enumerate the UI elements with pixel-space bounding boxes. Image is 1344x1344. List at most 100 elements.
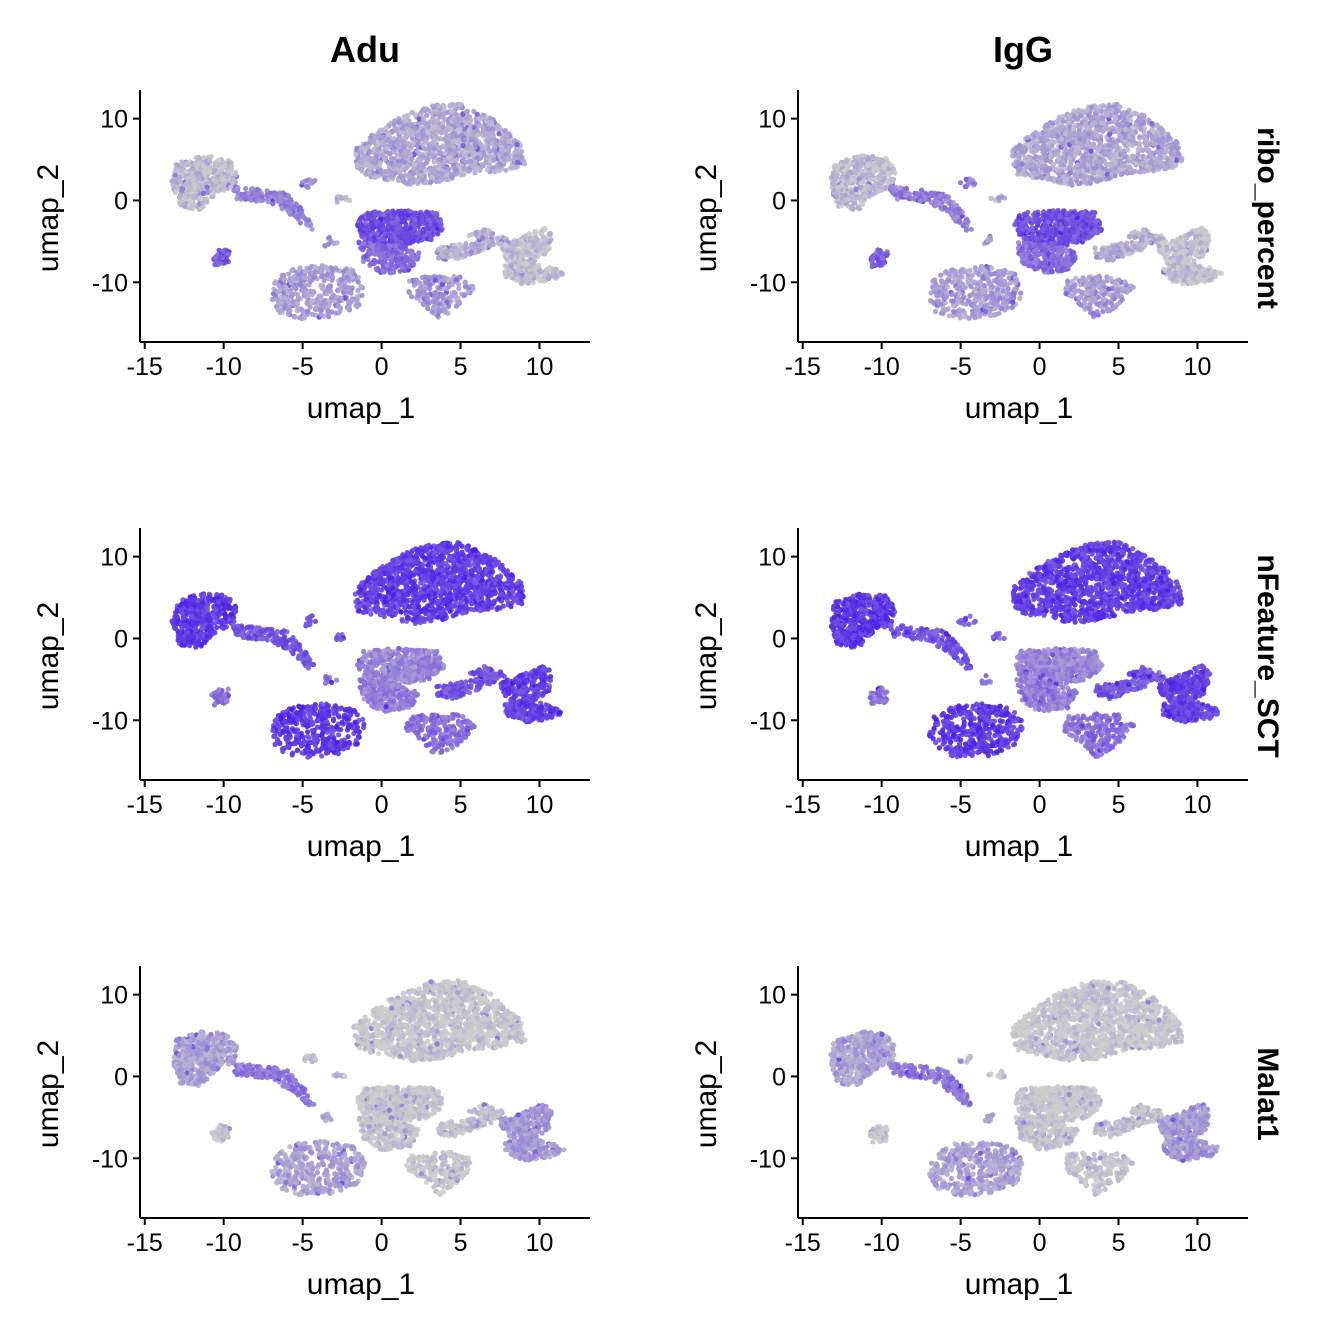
point (475, 166, 480, 171)
point (425, 217, 430, 222)
point (395, 251, 400, 256)
point (358, 216, 363, 221)
point (531, 240, 536, 245)
point (346, 299, 351, 304)
point (306, 217, 311, 222)
point (1124, 121, 1129, 126)
point (411, 255, 416, 260)
point (197, 157, 202, 162)
point (337, 309, 342, 314)
point (485, 167, 490, 172)
point (516, 277, 521, 282)
point (1134, 161, 1139, 166)
point (497, 164, 502, 169)
point (415, 238, 420, 243)
point (441, 296, 446, 301)
point (474, 120, 479, 125)
point (1078, 173, 1083, 178)
point (326, 285, 331, 290)
point (526, 281, 531, 286)
point (319, 274, 324, 279)
point (457, 242, 462, 247)
point (456, 138, 461, 143)
point (427, 119, 432, 124)
point (502, 263, 507, 268)
point (1078, 125, 1083, 130)
point (355, 297, 360, 302)
point (442, 165, 447, 170)
point (432, 305, 437, 310)
point (276, 283, 281, 288)
point (299, 211, 304, 216)
point (182, 202, 187, 207)
point (278, 193, 283, 198)
point (393, 257, 398, 262)
point (343, 284, 348, 289)
point (502, 157, 507, 162)
point (459, 173, 464, 178)
point (441, 112, 446, 117)
point (372, 174, 377, 179)
point (170, 179, 175, 184)
point (1061, 142, 1066, 147)
point (194, 171, 199, 176)
point (536, 276, 541, 281)
x-tick-label: 10 (526, 353, 554, 381)
column-titles: Adu IgG (330, 29, 1053, 70)
point (265, 188, 270, 193)
point (442, 105, 447, 110)
point (515, 142, 520, 147)
point (286, 307, 291, 312)
point (495, 236, 500, 241)
point (509, 270, 514, 275)
point (405, 142, 410, 147)
point (1094, 132, 1099, 137)
point (186, 184, 191, 189)
point (385, 169, 390, 174)
point (402, 179, 407, 184)
point (258, 198, 263, 203)
point (329, 295, 334, 300)
point (1071, 108, 1076, 113)
point (420, 128, 425, 133)
point (534, 248, 539, 253)
point (509, 263, 514, 268)
point (182, 163, 187, 168)
point (408, 129, 413, 134)
point (450, 139, 455, 144)
point (430, 309, 435, 314)
point (1137, 134, 1142, 139)
point (433, 104, 438, 109)
point (350, 275, 355, 280)
point (414, 278, 419, 283)
point (387, 243, 392, 248)
point (438, 136, 443, 141)
point (507, 145, 512, 150)
point (308, 266, 313, 271)
point (323, 264, 328, 269)
point (195, 163, 200, 168)
point (286, 193, 291, 198)
point (486, 126, 491, 131)
point (445, 133, 450, 138)
point (481, 228, 486, 233)
point (437, 151, 442, 156)
point (405, 257, 410, 262)
point (530, 254, 535, 259)
point (335, 200, 340, 205)
point (483, 153, 488, 158)
point (454, 304, 459, 309)
cluster-left-blob (170, 154, 240, 212)
point (485, 238, 490, 243)
point (449, 158, 454, 163)
point (430, 126, 435, 131)
point (1056, 156, 1061, 161)
point (290, 292, 295, 297)
point (392, 121, 397, 126)
point (451, 246, 456, 251)
point (382, 176, 387, 181)
point (310, 312, 315, 317)
point (475, 155, 480, 160)
point (312, 275, 317, 280)
point (293, 201, 298, 206)
